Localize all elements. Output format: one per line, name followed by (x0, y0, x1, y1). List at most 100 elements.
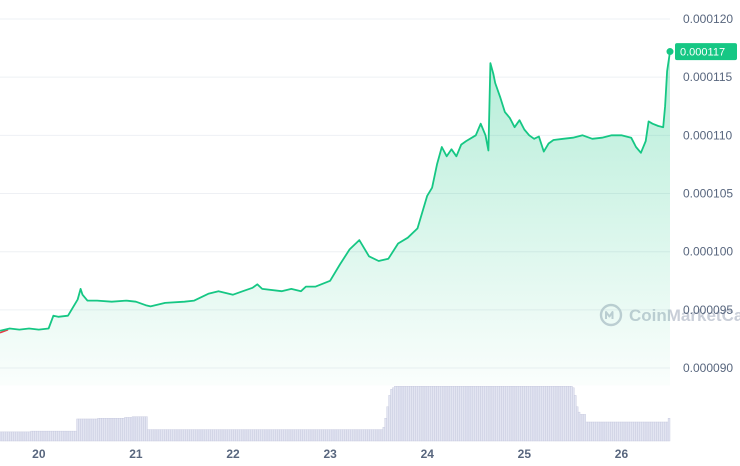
price-line-down-segment (0, 329, 9, 334)
volume-bar (554, 386, 558, 442)
volume-bar (409, 386, 412, 442)
current-price-label: 0.000117 (680, 47, 725, 59)
volume-bar (369, 429, 372, 442)
volume-bar (340, 429, 343, 442)
volume-bar (436, 386, 439, 442)
volume-bar (353, 429, 357, 442)
volume-bar (267, 429, 271, 442)
volume-bar (597, 421, 600, 442)
volume-bar (330, 429, 334, 442)
volume-bar (302, 429, 305, 442)
volume-bar (47, 430, 50, 442)
volume-bar (269, 429, 273, 442)
volume-bar (595, 421, 598, 442)
volume-bar (378, 429, 382, 442)
volume-bar (97, 418, 100, 442)
volume-bar (80, 418, 83, 442)
volume-bar (598, 421, 602, 442)
volume-bar (118, 418, 121, 442)
volume-bar (516, 386, 519, 442)
volume-bar (346, 429, 349, 442)
volume-bar (122, 418, 125, 442)
volume-bar (618, 421, 621, 442)
volume-bar (664, 421, 667, 442)
volume-bar (208, 429, 211, 442)
volume-bar (484, 386, 487, 442)
volume-bar (166, 429, 169, 442)
volume-bar (93, 418, 96, 442)
volume-bar (72, 430, 75, 442)
volume-bar (214, 429, 217, 442)
volume-bar (296, 429, 299, 442)
volume-bar (357, 429, 361, 442)
volume-bar (18, 431, 22, 442)
volume-bar (392, 387, 395, 442)
volume-bar (198, 429, 202, 442)
x-axis: 20 21 22 23 24 25 26 (32, 447, 628, 461)
volume-bar (466, 386, 470, 442)
volume-bar (470, 386, 474, 442)
volume-bar (131, 416, 135, 442)
volume-bar (602, 421, 606, 442)
volume-bar (218, 429, 221, 442)
volume-bar (240, 429, 244, 442)
volume-bar (361, 429, 364, 442)
volume-bar (551, 386, 554, 442)
volume-bar (85, 418, 89, 442)
volume-bar (219, 429, 223, 442)
volume-bar (206, 429, 209, 442)
volume-bar (530, 386, 533, 442)
volume-bar (36, 430, 39, 442)
volume-bar (583, 414, 586, 442)
volume-bar (149, 429, 152, 442)
volume-bar (641, 421, 644, 442)
volume-bar (116, 418, 119, 442)
volume-bar (399, 386, 403, 442)
volume-bar (61, 430, 64, 442)
volume-bar (308, 429, 311, 442)
y-tick-label: 0.000090 (683, 361, 733, 375)
volume-bar (68, 430, 72, 442)
volume-bar (7, 431, 10, 442)
volume-bar (568, 386, 571, 442)
volume-bar (660, 421, 663, 442)
volume-bar (424, 386, 428, 442)
x-tick-label: 26 (615, 447, 629, 461)
volume-bar (371, 429, 374, 442)
volume-bar (501, 386, 504, 442)
volume-bar (281, 429, 284, 442)
volume-bar (254, 429, 257, 442)
volume-bar (482, 386, 485, 442)
volume-bar (652, 421, 655, 442)
volume-bar (221, 429, 225, 442)
volume-bar (101, 418, 104, 442)
volume-bar (156, 429, 160, 442)
volume-bar (648, 421, 652, 442)
volume-bar (300, 429, 303, 442)
volume-bar (533, 386, 537, 442)
volume-bar (411, 386, 414, 442)
volume-bar (461, 386, 464, 442)
volume-bar (143, 416, 146, 442)
volume-bar (191, 429, 194, 442)
volume-bar (524, 386, 527, 442)
volume-bar (325, 429, 328, 442)
x-tick-label: 22 (226, 447, 240, 461)
volume-bar (283, 429, 286, 442)
x-tick-label: 25 (518, 447, 532, 461)
volume-bar (164, 429, 167, 442)
volume-bar (566, 386, 569, 442)
volume-bar (147, 429, 150, 442)
volume-bar (223, 429, 227, 442)
volume-bar (275, 429, 278, 442)
volume-bar (539, 386, 542, 442)
volume-bar (493, 386, 496, 442)
volume-bar (667, 418, 671, 442)
volume-bar (489, 386, 493, 442)
volume-bar (321, 429, 324, 442)
volume-bar (518, 386, 521, 442)
volume-bar (610, 421, 613, 442)
volume-bar (70, 430, 73, 442)
volume-bar (438, 386, 441, 442)
